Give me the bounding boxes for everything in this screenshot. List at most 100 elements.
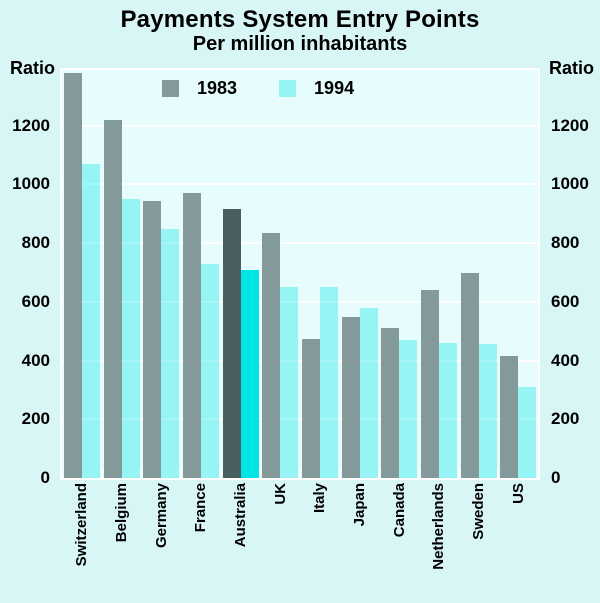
y-tick-right-1000: 1000: [551, 174, 589, 194]
legend-label-1983: 1983: [197, 78, 238, 98]
y-tick-left-400: 400: [21, 350, 50, 370]
gridline-1000: [62, 183, 538, 186]
chart-subtitle: Per million inhabitants: [192, 33, 408, 55]
y-tick-right-800: 800: [551, 233, 580, 253]
x-tick-9: [418, 469, 420, 478]
x-label-netherlands: Netherlands: [430, 483, 448, 570]
gridline-400: [62, 359, 538, 362]
x-axis-labels: Switzerland Belgium Germany France Australia…: [62, 483, 538, 601]
bar-group-italy: [300, 70, 340, 478]
bar-group-netherlands: [419, 70, 459, 478]
y-tick-left-1000: 1000: [12, 174, 50, 194]
y-tick-right-200: 200: [551, 409, 580, 429]
x-label-uk: UK: [271, 483, 289, 505]
bar-japan-1983: [341, 316, 360, 478]
x-label-cell-sweden: Sweden: [459, 483, 499, 601]
x-label-switzerland: Switzerland: [73, 483, 91, 567]
y-tick-left-0: 0: [40, 468, 50, 487]
x-label-belgium: Belgium: [113, 483, 130, 543]
bar-groups: [62, 70, 538, 478]
y-tick-left-800: 800: [21, 233, 50, 253]
y-tick-left-1200: 1200: [12, 115, 50, 135]
x-label-australia: Australia: [232, 483, 250, 548]
x-label-sweden: Sweden: [470, 483, 488, 540]
x-tick-4: [219, 469, 222, 478]
y-tick-right-0: 0: [551, 468, 561, 487]
bar-group-uk: [260, 70, 300, 478]
x-label-cell-netherlands: Netherlands: [419, 483, 459, 601]
plot-area: 1983 1994: [60, 68, 540, 480]
bar-switzerland-1983: [63, 72, 82, 478]
legend: 1983 1994: [162, 78, 354, 99]
y-axis-unit-left: Ratio: [10, 58, 55, 78]
y-axis-unit-right: Ratio: [549, 58, 594, 78]
bar-japan-1994: [359, 307, 378, 478]
y-tick-left-200: 200: [21, 409, 50, 429]
x-tick-7: [338, 469, 341, 478]
bar-france-1983: [182, 193, 201, 478]
bar-group-canada: [379, 70, 419, 478]
bar-belgium-1994: [121, 199, 140, 478]
bar-sweden-1994: [478, 344, 497, 478]
legend-item-1983: 1983: [162, 78, 237, 99]
gridline-600: [62, 300, 538, 303]
bar-group-belgium: [102, 70, 142, 478]
x-label-cell-uk: UK: [260, 483, 300, 601]
x-label-cell-belgium: Belgium: [102, 483, 142, 601]
x-label-cell-us: US: [498, 483, 538, 601]
bar-us-1983: [500, 356, 519, 478]
x-tick-11: [497, 469, 500, 478]
x-tick-8: [378, 469, 381, 478]
bar-group-germany: [141, 70, 181, 478]
x-label-cell-germany: Germany: [141, 483, 181, 601]
bar-uk-1983: [262, 232, 281, 478]
bar-canada-1994: [399, 340, 418, 478]
gridline-200: [62, 418, 538, 421]
bar-us-1994: [518, 387, 537, 478]
x-label-cell-italy: Italy: [300, 483, 340, 601]
bar-italy-1994: [319, 287, 338, 478]
x-tick-3: [180, 469, 182, 478]
bar-group-australia: [221, 70, 261, 478]
x-label-cell-japan: Japan: [340, 483, 380, 601]
bar-group-sweden: [459, 70, 499, 478]
bar-belgium-1983: [103, 119, 122, 478]
legend-swatch-1983: [162, 80, 179, 97]
x-label-canada: Canada: [390, 483, 408, 538]
x-label-us: US: [509, 483, 527, 504]
bar-australia-1994: [240, 269, 259, 478]
x-tick-5: [259, 469, 262, 478]
gridline-1200: [62, 124, 538, 127]
y-tick-left-600: 600: [21, 291, 50, 311]
x-tick-10: [457, 469, 460, 478]
legend-swatch-1994: [279, 80, 297, 97]
y-tick-right-1200: 1200: [551, 115, 589, 135]
x-tick-2: [140, 469, 143, 478]
bar-group-switzerland: [62, 70, 102, 478]
bar-netherlands-1994: [438, 343, 457, 478]
x-tick-6: [299, 469, 301, 478]
bar-germany-1994: [161, 228, 180, 478]
bar-switzerland-1994: [81, 163, 100, 478]
bar-sweden-1983: [460, 272, 479, 478]
y-tick-right-400: 400: [551, 350, 580, 370]
y-tick-right-600: 600: [551, 291, 580, 311]
bar-netherlands-1983: [420, 290, 439, 478]
x-label-cell-canada: Canada: [379, 483, 419, 601]
bar-canada-1983: [381, 328, 400, 478]
gridline-800: [62, 242, 538, 245]
bar-australia-1983: [222, 209, 241, 478]
x-label-france: France: [192, 483, 210, 533]
x-label-germany: Germany: [152, 483, 170, 549]
x-label-cell-france: France: [181, 483, 221, 601]
x-label-cell-australia: Australia: [221, 483, 261, 601]
chart-title: Payments System Entry Points: [120, 6, 480, 33]
legend-label-1994: 1994: [314, 78, 355, 98]
bar-group-us: [498, 70, 538, 478]
x-label-italy: Italy: [311, 483, 329, 514]
bar-italy-1983: [301, 338, 320, 478]
bar-group-france: [181, 70, 221, 478]
bar-group-japan: [340, 70, 380, 478]
bar-france-1994: [200, 263, 219, 478]
